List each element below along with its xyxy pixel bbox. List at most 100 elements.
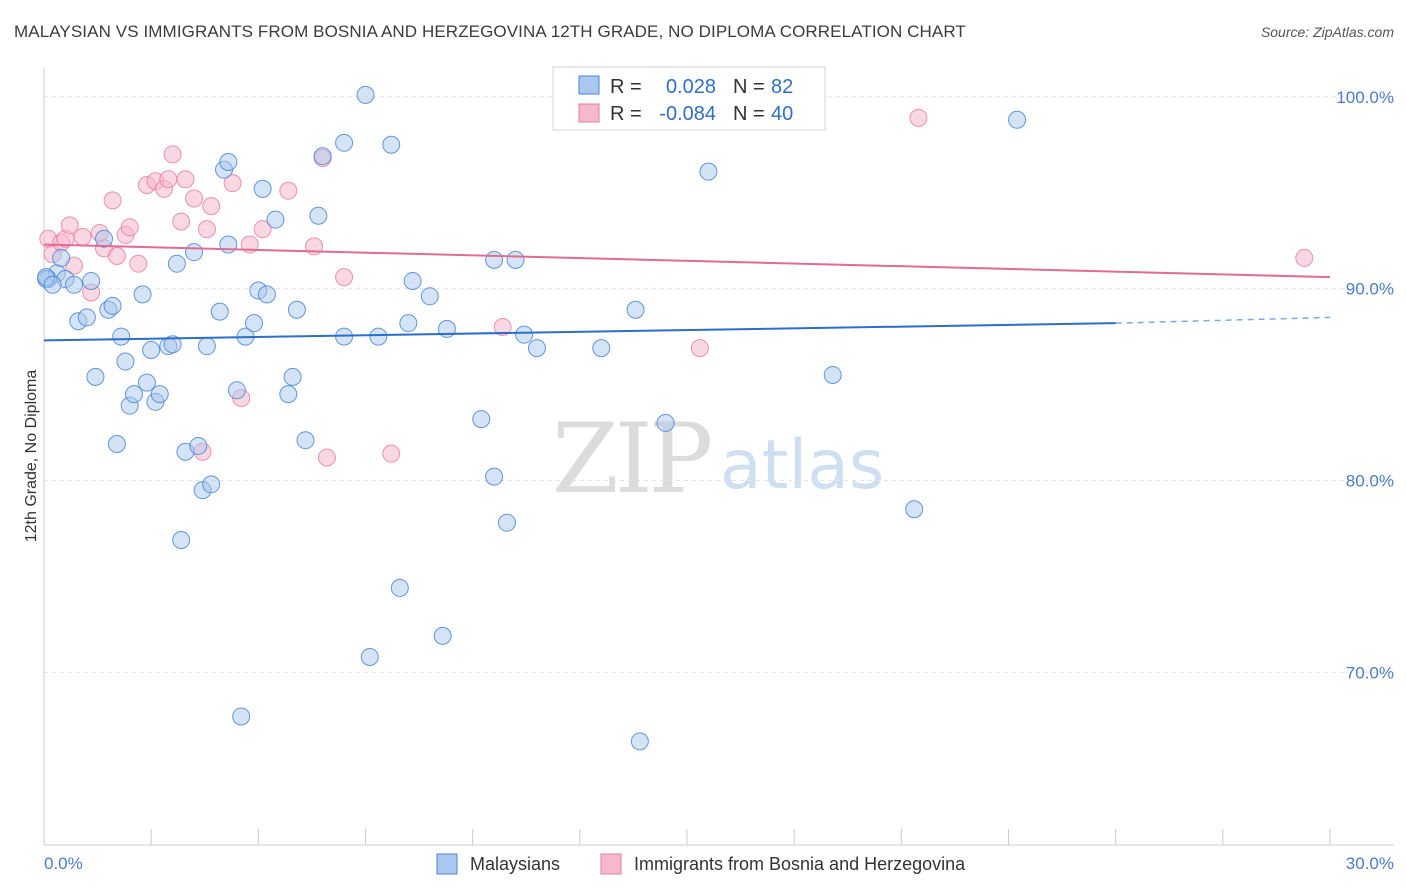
y-tick-label: 80.0% <box>1346 471 1394 490</box>
malaysian-point <box>189 436 208 455</box>
malaysian-point <box>133 285 152 304</box>
malaysian-point <box>1008 110 1027 129</box>
malaysian-point <box>506 250 525 269</box>
malaysian-point <box>137 373 156 392</box>
bosnia-point <box>120 218 139 237</box>
malaysian-point <box>592 339 611 358</box>
bosnia-point <box>1295 248 1314 267</box>
malaysian-point <box>112 327 131 346</box>
bosnia-point <box>382 444 401 463</box>
malaysian-point <box>125 385 144 404</box>
malaysian-point <box>699 162 718 181</box>
malaysian-point <box>472 410 491 429</box>
malaysian-point <box>335 133 354 152</box>
malaysian-point <box>202 475 221 494</box>
malaysian-point <box>219 153 238 172</box>
bosnia-point <box>317 448 336 467</box>
malaysian-point <box>43 275 62 294</box>
malaysian-point <box>52 248 71 267</box>
bosnia-point <box>279 181 298 200</box>
bosnia-point <box>163 145 182 164</box>
malaysians-trend-extension <box>1115 316 1331 324</box>
malaysian-point <box>369 327 388 346</box>
legend-n-value-2: 40 <box>771 103 793 125</box>
bosnia-point <box>172 212 191 231</box>
malaysian-point <box>630 732 649 751</box>
malaysian-point <box>626 300 645 319</box>
bosnia-point <box>223 174 242 193</box>
malaysian-point <box>107 435 126 454</box>
malaysian-point <box>150 385 169 404</box>
legend-label-bosnia: Immigrants from Bosnia and Herzegovina <box>634 854 966 874</box>
malaysian-point <box>219 235 238 254</box>
malaysian-point <box>253 179 272 198</box>
malaysian-point <box>309 206 328 225</box>
malaysian-point <box>382 135 401 154</box>
malaysian-point <box>266 210 285 229</box>
malaysian-point <box>515 325 534 344</box>
malaysian-point <box>905 500 924 519</box>
correlation-legend: R = 0.028 N = 82 R = -0.084 N = 40 <box>552 66 826 131</box>
malaysian-point <box>279 385 298 404</box>
gridlines <box>44 96 1394 673</box>
legend-label-malaysians: Malaysians <box>470 854 560 874</box>
malaysian-point <box>399 314 418 333</box>
malaysian-point <box>485 250 504 269</box>
malaysian-point <box>197 337 216 356</box>
legend-r-value-1: 0.028 <box>666 76 716 98</box>
malaysian-point <box>210 302 229 321</box>
malaysian-point <box>823 365 842 384</box>
y-tick-labels: 100.0% 90.0% 80.0% 70.0% <box>1336 88 1394 683</box>
malaysian-point <box>360 647 379 666</box>
bosnia-point <box>909 108 928 127</box>
bosnia-point <box>103 191 122 210</box>
trend-lines <box>43 243 1331 342</box>
malaysian-point <box>163 335 182 354</box>
malaysian-point <box>257 285 276 304</box>
malaysian-point <box>420 287 439 306</box>
bosnia-point <box>176 170 195 189</box>
watermark-zip: ZIP <box>552 403 711 515</box>
malaysian-point <box>313 147 332 166</box>
malaysian-point <box>167 254 186 273</box>
bosnia-point <box>129 254 148 273</box>
malaysian-point <box>95 229 114 248</box>
bosnia-point <box>60 216 79 235</box>
legend-r-value-2: -0.084 <box>659 103 716 125</box>
bosnia-point <box>197 220 216 239</box>
watermark-atlas: atlas <box>720 426 884 505</box>
malaysian-point <box>245 314 264 333</box>
malaysian-point <box>86 367 105 386</box>
bosnia-trend-line <box>43 243 1331 279</box>
malaysian-point <box>77 308 96 327</box>
bosnia-point <box>690 339 709 358</box>
legend-swatch-bosnia <box>600 853 622 875</box>
chart-title: MALAYSIAN VS IMMIGRANTS FROM BOSNIA AND … <box>14 22 966 41</box>
x-ticks <box>150 829 1331 845</box>
y-tick-label: 100.0% <box>1336 88 1394 107</box>
malaysian-point <box>433 626 452 645</box>
legend-swatch-blue <box>578 75 600 95</box>
malaysian-point <box>287 300 306 319</box>
malaysian-point <box>227 381 246 400</box>
x-tick-label-min: 0.0% <box>44 854 83 873</box>
malaysian-point <box>390 578 409 597</box>
malaysian-point <box>356 85 375 104</box>
malaysian-point <box>103 296 122 315</box>
legend-n-label-1: N = <box>733 76 765 98</box>
malaysian-point <box>65 275 84 294</box>
y-tick-label: 90.0% <box>1346 280 1394 299</box>
malaysian-point <box>403 271 422 290</box>
malaysian-point <box>142 341 161 360</box>
malaysian-point <box>497 513 516 532</box>
series-legend: Malaysians Immigrants from Bosnia and He… <box>436 853 966 875</box>
malaysian-point <box>116 352 135 371</box>
bosnia-point <box>335 268 354 287</box>
bosnia-point <box>185 189 204 208</box>
legend-swatch-malaysians <box>436 853 458 875</box>
malaysian-point <box>656 413 675 432</box>
legend-n-label-2: N = <box>733 103 765 125</box>
malaysian-point <box>296 431 315 450</box>
bosnia-point <box>159 170 178 189</box>
malaysian-point <box>283 367 302 386</box>
